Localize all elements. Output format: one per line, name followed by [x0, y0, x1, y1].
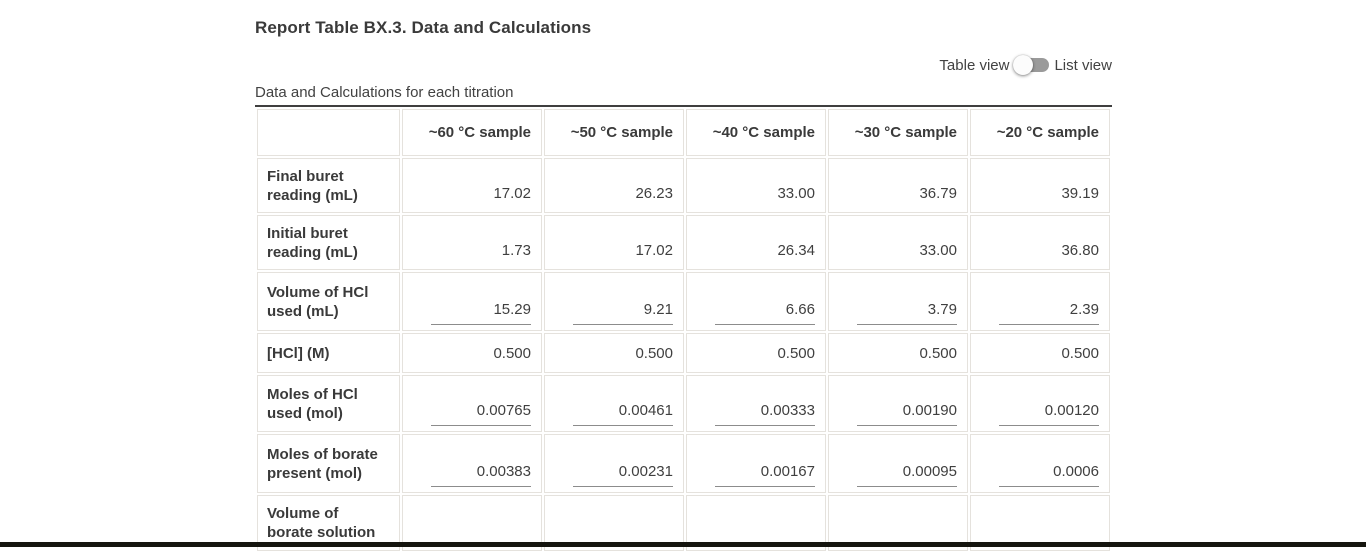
cell-input[interactable] — [573, 402, 673, 426]
table-cell-editable — [402, 434, 542, 493]
row-label: Final buret reading (mL) — [257, 158, 400, 213]
cell-input[interactable] — [857, 301, 957, 325]
table-cell-value: 33.00 — [828, 215, 968, 270]
table-cell-value: 36.80 — [970, 215, 1110, 270]
bottom-bar — [0, 542, 1366, 547]
table-cell-value: 0.500 — [828, 333, 968, 373]
table-cell-editable — [402, 272, 542, 331]
table-cell-editable — [970, 272, 1110, 331]
column-header: ~60 °C sample — [402, 109, 542, 156]
cell-input[interactable] — [431, 301, 531, 325]
table-cell-value: 1.73 — [402, 215, 542, 270]
table-cell-editable — [686, 434, 826, 493]
table-row: Moles of borate present (mol) — [257, 434, 1110, 493]
corner-header-cell — [257, 109, 400, 156]
list-view-label: List view — [1054, 57, 1112, 74]
table-cell-editable — [828, 272, 968, 331]
table-cell-value: 26.34 — [686, 215, 826, 270]
table-cell-editable — [544, 434, 684, 493]
column-header: ~30 °C sample — [828, 109, 968, 156]
data-table-wrapper: ~60 °C sample ~50 °C sample ~40 °C sampl… — [255, 105, 1112, 553]
data-table: ~60 °C sample ~50 °C sample ~40 °C sampl… — [255, 107, 1112, 553]
table-cell-value: 0.500 — [686, 333, 826, 373]
cell-input[interactable] — [857, 402, 957, 426]
table-cell-editable — [686, 375, 826, 432]
cell-input[interactable] — [999, 402, 1099, 426]
table-cell-editable — [544, 272, 684, 331]
cell-input[interactable] — [715, 463, 815, 487]
cell-input[interactable] — [573, 301, 673, 325]
table-cell-value: 39.19 — [970, 158, 1110, 213]
column-header: ~50 °C sample — [544, 109, 684, 156]
cell-input[interactable] — [431, 463, 531, 487]
toggle-knob-icon — [1013, 55, 1033, 75]
cell-input[interactable] — [715, 402, 815, 426]
table-view-label: Table view — [939, 57, 1009, 74]
view-toggle-switch[interactable] — [1013, 55, 1050, 75]
table-cell-value: 17.02 — [402, 158, 542, 213]
header-row: ~60 °C sample ~50 °C sample ~40 °C sampl… — [257, 109, 1110, 156]
table-cell-editable — [544, 375, 684, 432]
cell-input[interactable] — [999, 301, 1099, 325]
cell-input[interactable] — [715, 301, 815, 325]
row-label: Moles of HCl used (mol) — [257, 375, 400, 432]
row-label: Initial buret reading (mL) — [257, 215, 400, 270]
table-cell-value: 26.23 — [544, 158, 684, 213]
report-section: Report Table BX.3. Data and Calculations… — [255, 18, 1112, 553]
table-cell-editable — [828, 375, 968, 432]
column-header: ~20 °C sample — [970, 109, 1110, 156]
table-cell-value: 33.00 — [686, 158, 826, 213]
table-cell-editable — [686, 272, 826, 331]
table-cell-value: 0.500 — [544, 333, 684, 373]
cell-input[interactable] — [999, 463, 1099, 487]
table-cell-value: 0.500 — [970, 333, 1110, 373]
table-row: Final buret reading (mL) 17.02 26.23 33.… — [257, 158, 1110, 213]
table-cell-value: 17.02 — [544, 215, 684, 270]
row-label: Moles of borate present (mol) — [257, 434, 400, 493]
table-cell-editable — [402, 375, 542, 432]
row-label: [HCl] (M) — [257, 333, 400, 373]
table-cell-editable — [970, 434, 1110, 493]
table-row: Initial buret reading (mL) 1.73 17.02 26… — [257, 215, 1110, 270]
table-caption: Data and Calculations for each titration — [255, 84, 1112, 101]
table-cell-value: 0.500 — [402, 333, 542, 373]
row-label: Volume of HCl used (mL) — [257, 272, 400, 331]
table-row: Volume of HCl used (mL) — [257, 272, 1110, 331]
cell-input[interactable] — [857, 463, 957, 487]
cell-input[interactable] — [573, 463, 673, 487]
table-row: Moles of HCl used (mol) — [257, 375, 1110, 432]
cell-input[interactable] — [431, 402, 531, 426]
table-cell-editable — [828, 434, 968, 493]
table-row: [HCl] (M) 0.500 0.500 0.500 0.500 0.500 — [257, 333, 1110, 373]
column-header: ~40 °C sample — [686, 109, 826, 156]
table-cell-editable — [970, 375, 1110, 432]
view-toggle-row: Table view List view — [255, 55, 1112, 75]
table-cell-value: 36.79 — [828, 158, 968, 213]
page-title: Report Table BX.3. Data and Calculations — [255, 18, 1112, 38]
